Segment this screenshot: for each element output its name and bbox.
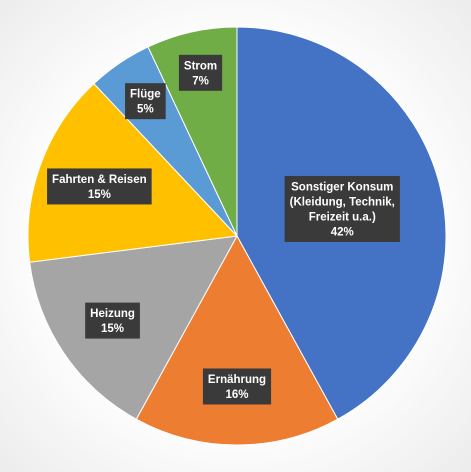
data-label-value: 15% <box>101 323 124 335</box>
data-label-2: Heizung 15% <box>85 302 140 339</box>
data-label-value: 42% <box>331 226 354 238</box>
data-label-text: Freizeit u.a.) <box>309 211 376 223</box>
data-label-value: 15% <box>88 189 111 201</box>
data-label-5: Strom 7% <box>178 54 223 91</box>
data-label-text: Fahrten & Reisen <box>52 174 147 186</box>
data-label-value: 7% <box>192 75 209 87</box>
data-label-text: Heizung <box>90 308 135 320</box>
data-label-text: Strom <box>184 60 217 72</box>
data-label-value: 16% <box>225 389 248 401</box>
data-label-text: Flüge <box>130 89 161 101</box>
pie-slice-1 <box>135 234 339 446</box>
data-label-text: Ernährung <box>208 374 266 386</box>
data-label-text: (Kleidung, Technik, <box>290 196 395 208</box>
data-label-1: Ernährung 16% <box>202 368 272 405</box>
data-label-box <box>202 368 272 405</box>
data-label-box <box>85 302 140 339</box>
data-label-box <box>47 168 152 205</box>
data-label-box <box>284 175 400 242</box>
data-label-value: 5% <box>137 104 154 116</box>
data-label-0: Sonstiger Konsum (Kleidung, Technik, Freiz… <box>284 175 400 242</box>
data-label-box <box>125 83 166 120</box>
data-label-text: Sonstiger Konsum <box>291 181 393 193</box>
data-label-4: Flüge 5% <box>125 83 166 120</box>
data-label-box <box>178 54 223 91</box>
pie-data-labels: Sonstiger Konsum (Kleidung, Technik, Freiz… <box>47 54 400 405</box>
data-label-3: Fahrten & Reisen 15% <box>47 168 152 205</box>
